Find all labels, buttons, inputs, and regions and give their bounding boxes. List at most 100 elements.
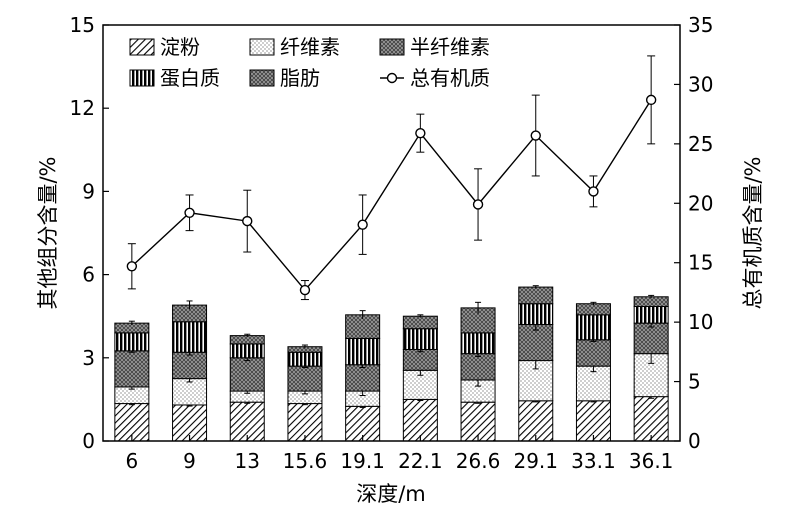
bar-stack-26.6 — [460, 301, 496, 442]
legend-item-脂肪: 脂肪 — [249, 66, 320, 90]
line-point-26.6 — [472, 199, 484, 210]
line-point-33.1 — [588, 186, 599, 197]
y-axis-title: 其他组分含量/% — [36, 156, 60, 309]
bar-stack-19.1 — [345, 310, 381, 442]
y2-tick-label: 0 — [688, 429, 701, 453]
x-tick-label: 19.1 — [340, 449, 385, 473]
x-tick-label: 36.1 — [629, 449, 674, 473]
bar-segment-淀粉-15.6 — [287, 403, 323, 442]
y2-tick-label: 20 — [688, 191, 713, 215]
x-tick-label: 9 — [183, 449, 196, 473]
bar-segment-脂肪-36.1 — [633, 296, 669, 307]
y2-tick-label: 35 — [688, 13, 713, 37]
legend-label: 半纤维素 — [410, 35, 490, 59]
bar-segment-半纤维素-19.1 — [345, 364, 381, 392]
y2-tick-label: 15 — [688, 251, 713, 275]
line-point-9 — [184, 207, 195, 218]
bar-segment-半纤维素-26.6 — [460, 353, 496, 381]
legend-item-总有机质: 总有机质 — [380, 66, 490, 90]
y-tick-label: 15 — [70, 13, 95, 37]
bar-segment-半纤维素-15.6 — [287, 365, 323, 392]
y2-tick-label: 25 — [688, 132, 713, 156]
legend-label: 蛋白质 — [160, 66, 220, 90]
y-tick-label: 0 — [82, 429, 95, 453]
bar-segment-蛋白质-29.1 — [518, 303, 554, 326]
bar-segment-脂肪-22.1 — [402, 315, 438, 330]
legend-item-蛋白质: 蛋白质 — [129, 66, 220, 90]
bar-segment-蛋白质-15.6 — [287, 351, 323, 367]
bar-stack-33.1 — [575, 301, 611, 442]
x-tick-label: 26.6 — [456, 449, 501, 473]
x-tick-label: 22.1 — [398, 449, 443, 473]
bar-segment-蛋白质-9 — [172, 321, 208, 353]
legend-label: 纤维素 — [280, 35, 340, 59]
bar-segment-蛋白质-22.1 — [402, 328, 438, 350]
line-point-6 — [126, 261, 138, 272]
y-tick-label: 12 — [70, 96, 95, 120]
bar-segment-淀粉-6 — [114, 403, 150, 442]
bar-stack-22.1 — [402, 314, 438, 442]
legend-swatch — [379, 38, 405, 56]
x-tick-label: 29.1 — [513, 449, 558, 473]
bar-segment-蛋白质-13 — [229, 343, 265, 359]
line-point-36.1 — [645, 94, 657, 106]
x-tick-label: 33.1 — [571, 449, 616, 473]
bar-segment-脂肪-29.1 — [518, 286, 554, 305]
bar-segment-半纤维素-13 — [229, 357, 265, 392]
bar-stack-6 — [114, 320, 150, 442]
line-point-29.1 — [530, 130, 541, 141]
bars-layer — [114, 285, 669, 442]
x-tick-label: 13 — [235, 449, 260, 473]
legend-item-淀粉: 淀粉 — [129, 35, 200, 59]
x-tick-label: 15.6 — [283, 449, 328, 473]
x-tick-label: 6 — [125, 449, 138, 473]
legend-label: 总有机质 — [410, 66, 490, 90]
bar-segment-淀粉-29.1 — [518, 400, 554, 442]
line-point-15.6 — [299, 284, 311, 296]
line-point-22.1 — [415, 127, 426, 139]
line-point-19.1 — [357, 219, 368, 230]
bar-segment-淀粉-13 — [229, 401, 265, 442]
y2-axis-title: 总有机质含量/% — [741, 156, 765, 309]
bar-stack-9 — [172, 300, 208, 442]
bar-segment-纤维素-9 — [172, 378, 208, 406]
legend-swatch — [129, 38, 155, 56]
bar-segment-淀粉-33.1 — [575, 400, 611, 442]
bar-segment-淀粉-36.1 — [633, 396, 669, 442]
bar-segment-淀粉-26.6 — [460, 401, 496, 442]
legend-marker-swatch — [386, 72, 398, 84]
bar-stack-13 — [229, 333, 265, 442]
y2-tick-label: 5 — [688, 370, 701, 394]
bar-stack-29.1 — [518, 285, 554, 442]
bar-segment-蛋白质-26.6 — [460, 332, 496, 355]
y2-tick-label: 30 — [688, 72, 713, 96]
bar-stack-15.6 — [287, 344, 323, 442]
line-point-13 — [242, 215, 253, 227]
bar-segment-半纤维素-33.1 — [575, 339, 611, 367]
bar-segment-淀粉-22.1 — [402, 398, 438, 442]
ticks-layer: 0 3 6 9 12 15 0 5 10 15 20 25 30 35 6 9 13 15.6 19.1 22.1 26… — [70, 13, 714, 473]
legend-label: 脂肪 — [280, 66, 320, 90]
bar-stack-36.1 — [633, 294, 669, 442]
line-layer — [126, 55, 657, 301]
legend-swatch — [249, 69, 275, 87]
legend-item-纤维素: 纤维素 — [249, 35, 340, 59]
bar-segment-半纤维素-6 — [114, 350, 150, 388]
line-总有机质 — [131, 99, 652, 292]
legend-swatch — [249, 38, 275, 56]
y-tick-label: 3 — [82, 346, 95, 370]
bar-segment-蛋白质-19.1 — [345, 337, 381, 366]
bar-segment-蛋白质-36.1 — [633, 305, 669, 324]
y-tick-label: 9 — [82, 179, 95, 203]
x-axis-title: 深度/m — [356, 482, 426, 506]
bar-segment-脂肪-33.1 — [575, 303, 611, 316]
bar-segment-半纤维素-36.1 — [633, 322, 669, 355]
legend-item-半纤维素: 半纤维素 — [379, 35, 490, 59]
bar-segment-蛋白质-33.1 — [575, 314, 611, 341]
y-tick-label: 6 — [82, 263, 95, 287]
bar-segment-半纤维素-22.1 — [402, 348, 438, 371]
bar-segment-半纤维素-9 — [172, 351, 208, 380]
bar-segment-蛋白质-6 — [114, 332, 150, 352]
legend-swatch — [129, 69, 155, 87]
